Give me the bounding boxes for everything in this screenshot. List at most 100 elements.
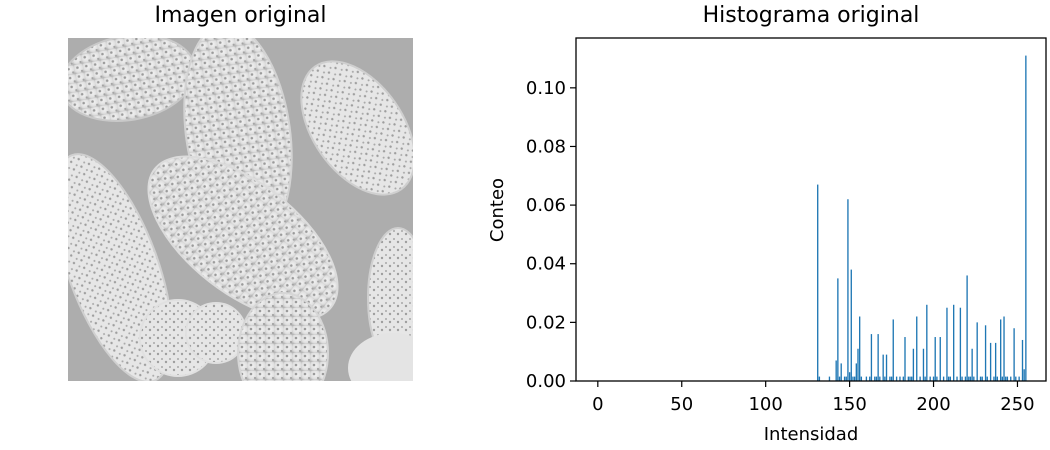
histogram-bar: [840, 363, 842, 381]
y-axis-ticks: 0.00 0.02 0.04 0.06 0.08 0.10: [526, 78, 576, 392]
y-tick-label: 0.10: [526, 78, 566, 99]
histogram-bars: [817, 55, 1027, 382]
histogram-bar: [947, 376, 950, 381]
histogram-bar: [1010, 376, 1012, 381]
histogram-bar: [1006, 376, 1009, 381]
histogram-bar: [984, 325, 987, 381]
histogram-bar: [895, 376, 898, 381]
pollen-image: [68, 38, 413, 381]
histogram-bar: [959, 307, 962, 381]
histogram-bar: [847, 199, 849, 381]
histogram-bar: [932, 376, 935, 381]
histogram-bar: [843, 376, 846, 381]
y-tick-label: 0.00: [526, 371, 566, 392]
histogram-bar: [934, 337, 936, 381]
histogram-bar: [971, 348, 973, 381]
plot-frame: [575, 37, 1047, 382]
histogram-bar: [890, 376, 893, 381]
histogram-bar: [973, 376, 975, 381]
x-tick-label: 200: [916, 394, 950, 415]
histogram-bar: [882, 354, 884, 381]
histogram-bar: [892, 319, 894, 381]
histogram-bar: [936, 376, 938, 381]
x-tick-label: 50: [670, 394, 693, 415]
histogram-bar: [1018, 376, 1020, 381]
histogram-bar: [837, 278, 839, 381]
histogram-bar: [969, 376, 972, 381]
histogram-bar: [1005, 376, 1007, 381]
histogram-bar: [853, 376, 856, 381]
x-axis-ticks: 0 50 100 150 200 250: [592, 381, 1035, 415]
histogram-bar: [835, 360, 837, 381]
histogram-bar: [1003, 316, 1005, 381]
histogram-bar: [993, 376, 995, 381]
histogram-bar: [909, 376, 911, 381]
histogram-bar: [1013, 328, 1015, 381]
y-tick-label: 0.02: [526, 312, 566, 333]
histogram-bar: [929, 376, 931, 381]
x-axis-label: Intensidad: [764, 424, 859, 445]
histogram-bar: [922, 348, 925, 381]
histogram-bar: [968, 376, 970, 381]
histogram-bar: [1015, 376, 1017, 381]
histogram-bar: [994, 342, 997, 381]
histogram-bar: [889, 376, 891, 381]
histogram-bar: [899, 376, 901, 381]
image-panel-title: Imagen original: [154, 3, 327, 28]
histogram-bar: [817, 184, 819, 381]
histogram-bar: [1001, 376, 1004, 381]
histogram-bar: [884, 376, 886, 381]
histogram-bar: [828, 376, 831, 381]
histogram-bar: [1000, 319, 1002, 381]
histogram-bar: [879, 376, 881, 381]
histogram-bar: [902, 376, 904, 381]
histogram-bar: [818, 376, 821, 381]
histogram-bar: [907, 376, 910, 381]
histogram-bar: [859, 316, 861, 381]
histogram-bar: [855, 363, 857, 381]
histogram-bar: [875, 376, 878, 381]
histogram-bar: [989, 342, 992, 381]
histogram-bar: [874, 376, 876, 381]
y-axis-label: Conteo: [487, 178, 508, 242]
histogram-bar: [976, 322, 978, 381]
histogram-bar: [996, 376, 998, 381]
histogram-bar: [981, 376, 983, 381]
histogram-bar: [961, 376, 963, 381]
histogram-bar: [912, 348, 915, 381]
histogram-bar: [865, 376, 868, 381]
histogram-bar: [869, 376, 871, 381]
histogram-bar: [848, 372, 851, 381]
histogram-bar: [953, 304, 955, 381]
y-tick-label: 0.06: [526, 195, 566, 216]
histogram-bar: [916, 316, 918, 381]
histogram-bar: [1025, 55, 1027, 382]
y-tick-label: 0.04: [526, 254, 566, 275]
histogram-bar: [852, 376, 854, 381]
histogram-bar: [904, 337, 906, 381]
histogram-bar: [986, 376, 988, 381]
histogram-bar: [857, 348, 859, 381]
histogram-bar: [942, 376, 945, 381]
histogram-bar: [850, 269, 852, 381]
histogram-bar: [979, 376, 982, 381]
histogram-bar: [956, 376, 958, 381]
histogram-bar: [870, 334, 873, 381]
histogram-bar: [860, 376, 863, 381]
histogram-bar: [1021, 339, 1024, 381]
histogram-bar: [946, 307, 948, 381]
histogram-bar: [926, 304, 928, 381]
histogram-bar: [964, 376, 967, 381]
x-tick-label: 100: [748, 394, 782, 415]
histogram-bar: [838, 376, 841, 381]
histogram-bar: [966, 275, 968, 381]
histogram-bar: [877, 334, 879, 381]
histogram-bar: [949, 376, 951, 381]
x-tick-label: 250: [1000, 394, 1034, 415]
histogram-bar: [911, 376, 913, 381]
x-tick-label: 150: [832, 394, 866, 415]
histogram-bar: [1023, 369, 1025, 381]
x-tick-label: 0: [592, 394, 603, 415]
original-image: [68, 38, 413, 381]
